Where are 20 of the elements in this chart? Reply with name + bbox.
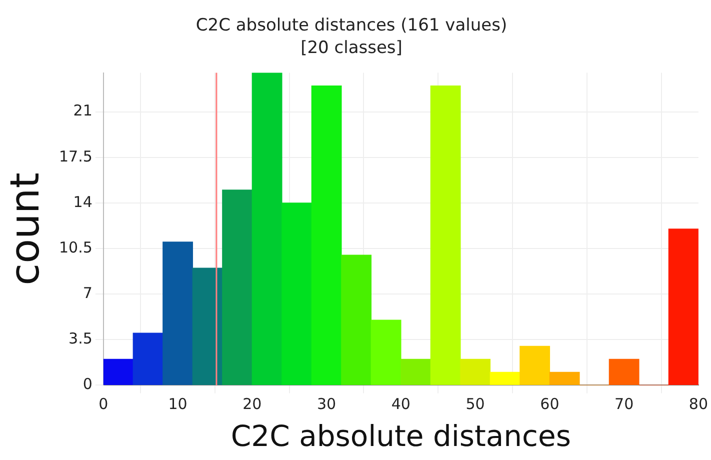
y-tick-label: 0 <box>82 375 92 394</box>
y-axis-title: count <box>2 172 48 286</box>
x-tick-label: 10 <box>168 395 188 414</box>
x-tick-label: 20 <box>242 395 262 414</box>
chart-subtitle: [20 classes] <box>300 38 402 58</box>
chart-title: C2C absolute distances (161 values) <box>196 16 508 36</box>
y-tick-label: 10.5 <box>58 238 92 256</box>
x-tick-label: 0 <box>98 395 108 414</box>
y-tick-label: 7 <box>82 284 92 302</box>
y-tick-label: 21 <box>73 102 92 120</box>
x-tick-label: 50 <box>466 395 485 414</box>
x-tick-label: 70 <box>614 395 634 414</box>
x-tick-label: 30 <box>317 395 336 414</box>
x-tick-label: 60 <box>540 395 560 414</box>
y-tick-label: 14 <box>73 192 92 211</box>
y-tick-label: 3.5 <box>68 330 92 348</box>
x-tick-label: 40 <box>391 395 410 414</box>
x-axis-title: C2C absolute distances <box>230 419 571 454</box>
y-tick-label: 17.5 <box>58 147 92 166</box>
x-tick-label: 80 <box>688 395 708 414</box>
